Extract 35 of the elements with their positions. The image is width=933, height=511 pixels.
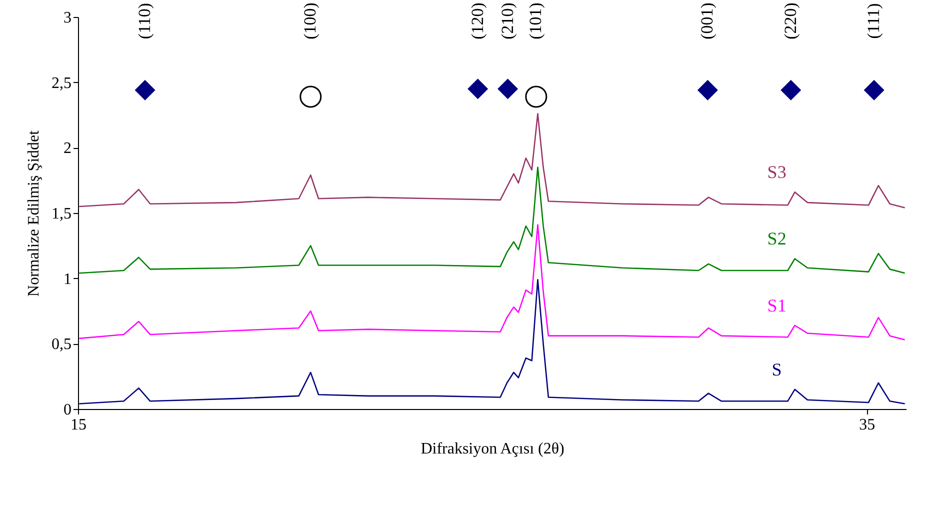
annotation: (220) (780, 2, 800, 40)
series-label: S3 (767, 162, 786, 182)
y-tick-label: 0 (64, 402, 72, 418)
series-label: S2 (767, 228, 786, 249)
point (697, 80, 718, 100)
annotation: (100) (300, 2, 320, 40)
point (300, 86, 322, 108)
annotation: (001) (698, 2, 717, 40)
series-label: S (772, 359, 782, 380)
point (780, 80, 802, 100)
x-tick-label: 15 (70, 416, 86, 434)
point (134, 80, 156, 100)
point (498, 78, 518, 100)
y-axis-title: Normalize Edilmiş Şiddet (26, 130, 42, 297)
y-tick-label: 0,5 (52, 336, 72, 354)
annotation: (210) (498, 2, 517, 40)
annotation: (101) (526, 2, 546, 40)
x-tick-label: 35 (859, 416, 876, 434)
y-tick-label: 1 (64, 270, 72, 288)
point (468, 78, 488, 100)
point (525, 86, 548, 108)
point (864, 80, 884, 100)
series-label: S1 (767, 295, 786, 316)
x-axis-title: Difraksiyon Açısı (2θ) (420, 440, 564, 458)
y-tick-label: 2 (64, 140, 72, 158)
annotation: (111) (864, 3, 884, 39)
line-series (78, 224, 906, 340)
line-series (78, 278, 906, 404)
line-series (78, 166, 906, 274)
line-series (78, 113, 906, 208)
y-tick-label: 1,5 (52, 206, 72, 222)
annotation: (110) (135, 2, 154, 40)
annotation: (120) (468, 2, 487, 40)
y-tick-label: 2,5 (52, 74, 72, 92)
y-tick-label: 3 (64, 10, 72, 26)
